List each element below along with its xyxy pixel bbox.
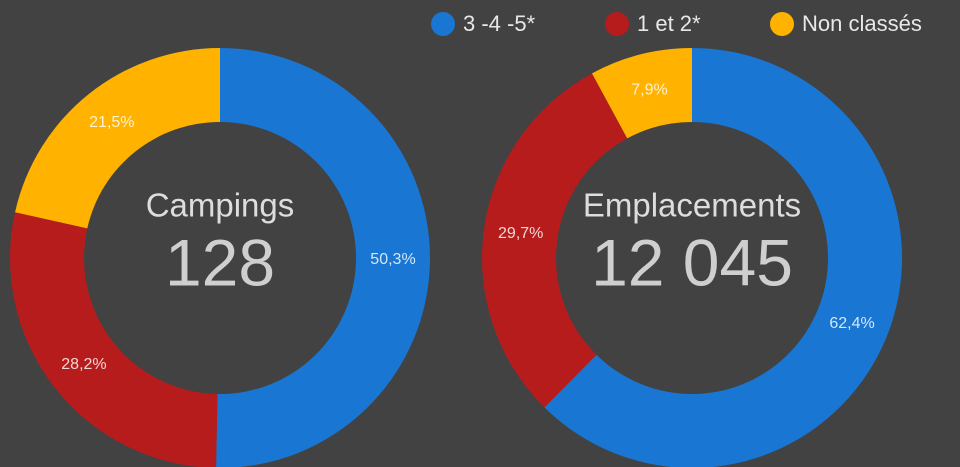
slice-label: 28,2% [61,356,106,373]
donut-title: Emplacements [583,187,801,224]
legend-label: 3 -4 -5* [463,11,536,36]
donut-total: 128 [165,225,275,299]
donut-slice [481,73,628,408]
legend-label: Non classés [802,11,922,36]
slice-label: 21,5% [89,114,134,131]
legend-swatch [770,12,794,36]
donut-total: 12 045 [591,225,793,299]
donut-slice [15,48,220,229]
slice-label: 50,3% [370,251,415,268]
slice-label: 7,9% [631,82,667,99]
slice-label: 62,4% [829,315,874,332]
legend-label: 1 et 2* [637,11,701,36]
legend-swatch [431,12,455,36]
donut-slice [544,48,902,467]
donut-title: Campings [146,187,295,224]
slice-label: 29,7% [498,225,543,242]
donut-slice [216,48,430,467]
legend-swatch [605,12,629,36]
donut-slice [591,48,692,139]
donut-slice [10,212,218,467]
